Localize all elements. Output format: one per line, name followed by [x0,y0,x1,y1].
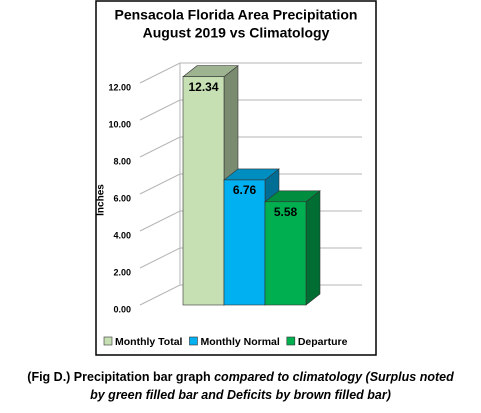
y-tick-label: 10.00 [108,119,131,129]
legend-swatch [286,336,296,346]
legend-label: Monthly Normal [200,336,279,348]
caption: (Fig D.) Precipitation bar graph compare… [20,368,461,404]
bar [223,179,266,306]
data-label: 6.76 [233,183,257,197]
legend-swatch [103,336,113,346]
data-label: 5.58 [274,205,298,219]
bar [264,201,307,306]
chart-subtitle: August 2019 vs Climatology [143,25,330,41]
bar [182,76,225,306]
y-tick-label: 0.00 [113,304,131,314]
chart-title: Pensacola Florida Area Precipitation [114,7,357,23]
chart: Pensacola Florida Area Precipitation Aug… [95,0,377,356]
y-tick-label: 12.00 [108,82,131,92]
legend-label: Departure [298,336,348,348]
y-tick-label: 4.00 [113,230,131,240]
caption-text: (Fig D.) Precipitation bar graph [27,370,211,384]
y-tick-label: 6.00 [113,193,131,203]
bar-side [305,190,321,306]
legend-swatch [189,336,198,346]
caption-italic: compared to climatology (Surplus noted b… [90,370,454,402]
y-tick-label: 2.00 [113,267,131,277]
y-axis-title: Inches [96,184,107,216]
legend-label: Monthly Total [115,336,183,348]
y-tick-label: 8.00 [113,156,131,166]
data-label: 12.34 [188,80,218,94]
